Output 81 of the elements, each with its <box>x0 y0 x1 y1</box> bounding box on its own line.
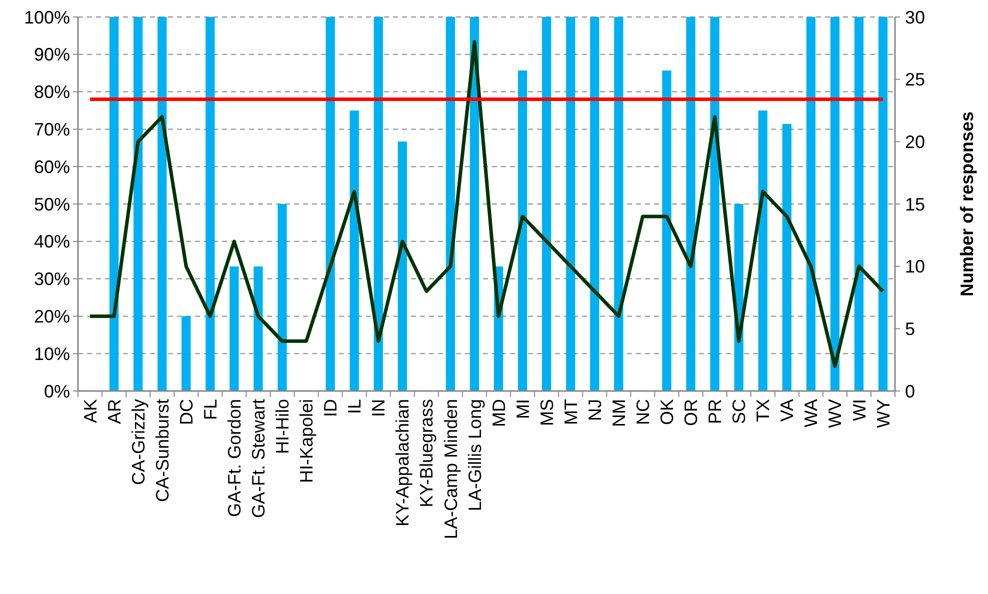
x-tick-label: NC <box>632 399 653 425</box>
bar <box>278 204 287 391</box>
y2-tick-label: 5 <box>905 318 916 339</box>
bar <box>806 17 816 391</box>
y-tick-label: 10% <box>34 344 70 364</box>
bar <box>830 17 840 391</box>
bar <box>230 266 239 391</box>
x-tick-label: CA-Sunburst <box>152 399 172 502</box>
bar <box>326 17 335 391</box>
bar <box>446 17 456 391</box>
x-tick-label: OR <box>681 399 702 426</box>
x-tick-label: CA-Grizzly <box>128 399 148 485</box>
x-tick-label: GA-Ft. Stewart <box>248 399 269 518</box>
x-tick-label: NM <box>608 399 629 427</box>
x-tick-label: TX <box>753 399 774 422</box>
y2-tick-label: 20 <box>905 132 926 152</box>
bar <box>374 17 383 391</box>
y2-tick-label: 15 <box>905 194 926 214</box>
y2-axis-title: Number of responses <box>957 111 977 297</box>
x-tick-label: ID <box>320 399 341 417</box>
x-tick-label: MT <box>560 399 581 425</box>
x-tick-label: WV <box>825 399 846 428</box>
x-tick-label: SC <box>729 399 750 424</box>
x-tick-label: IL <box>344 399 365 414</box>
y-tick-label: 80% <box>34 82 70 102</box>
line-series <box>88 40 885 368</box>
y2-tick-label: 0 <box>905 381 916 402</box>
x-tick-label: NJ <box>584 399 605 421</box>
bar <box>686 17 696 391</box>
bar <box>158 17 167 391</box>
x-tick-label: DC <box>176 399 196 425</box>
bar <box>854 17 864 391</box>
bar <box>206 17 215 391</box>
y-tick-label: 60% <box>34 156 70 177</box>
bar <box>542 17 552 391</box>
bar <box>182 316 191 391</box>
bar <box>109 17 119 391</box>
y-tick-label: 20% <box>34 306 70 326</box>
bar <box>662 70 672 391</box>
bar <box>878 17 888 391</box>
y-tick-label: 50% <box>34 194 70 214</box>
y2-tick-label: 25 <box>905 70 926 90</box>
y2-tick-label: 10 <box>905 256 926 277</box>
y-tick-label: 70% <box>34 120 70 140</box>
x-tick-label: GA-Ft. Gordon <box>224 399 244 518</box>
x-tick-label: MI <box>512 399 533 419</box>
bar <box>782 124 792 391</box>
x-tick-label: MS <box>536 399 557 426</box>
x-tick-label: KY-Bluegrass <box>416 399 437 508</box>
bar <box>590 17 600 391</box>
x-tick-label: FL <box>200 399 220 420</box>
x-tick-label: WY <box>873 399 894 428</box>
x-tick-label: AK <box>80 399 100 424</box>
y-tick-label: 30% <box>34 269 70 290</box>
x-tick-label: PR <box>705 399 726 424</box>
x-tick-label: WA <box>801 399 822 428</box>
bar <box>566 17 576 391</box>
y-tick-label: 40% <box>34 232 70 252</box>
x-tick-label: LA-Camp Minden <box>440 399 461 540</box>
x-tick-label: HI-Hilo <box>272 399 293 454</box>
x-tick-label: HI-Kapolei <box>296 399 317 484</box>
y-tick-label: 100% <box>24 7 70 28</box>
x-tick-label: KY-Appalachian <box>392 399 413 526</box>
bar <box>614 17 624 391</box>
y-tick-label: 90% <box>34 44 70 65</box>
x-tick-label: LA-Gillis Long <box>464 399 485 512</box>
y2-tick-label: 30 <box>905 7 926 28</box>
bar <box>398 142 407 391</box>
bar <box>134 17 143 391</box>
x-tick-label: AR <box>104 399 124 424</box>
bar <box>254 266 263 391</box>
x-tick-label: MD <box>488 399 509 427</box>
x-tick-label: WI <box>849 399 870 421</box>
bar <box>758 110 768 391</box>
bar <box>518 70 528 391</box>
x-tick-label: VA <box>777 399 798 422</box>
y-tick-label: 0% <box>44 381 70 402</box>
x-tick-label: OK <box>657 399 678 426</box>
bar <box>710 17 720 391</box>
bar <box>350 110 359 391</box>
x-tick-label: IN <box>368 399 389 417</box>
